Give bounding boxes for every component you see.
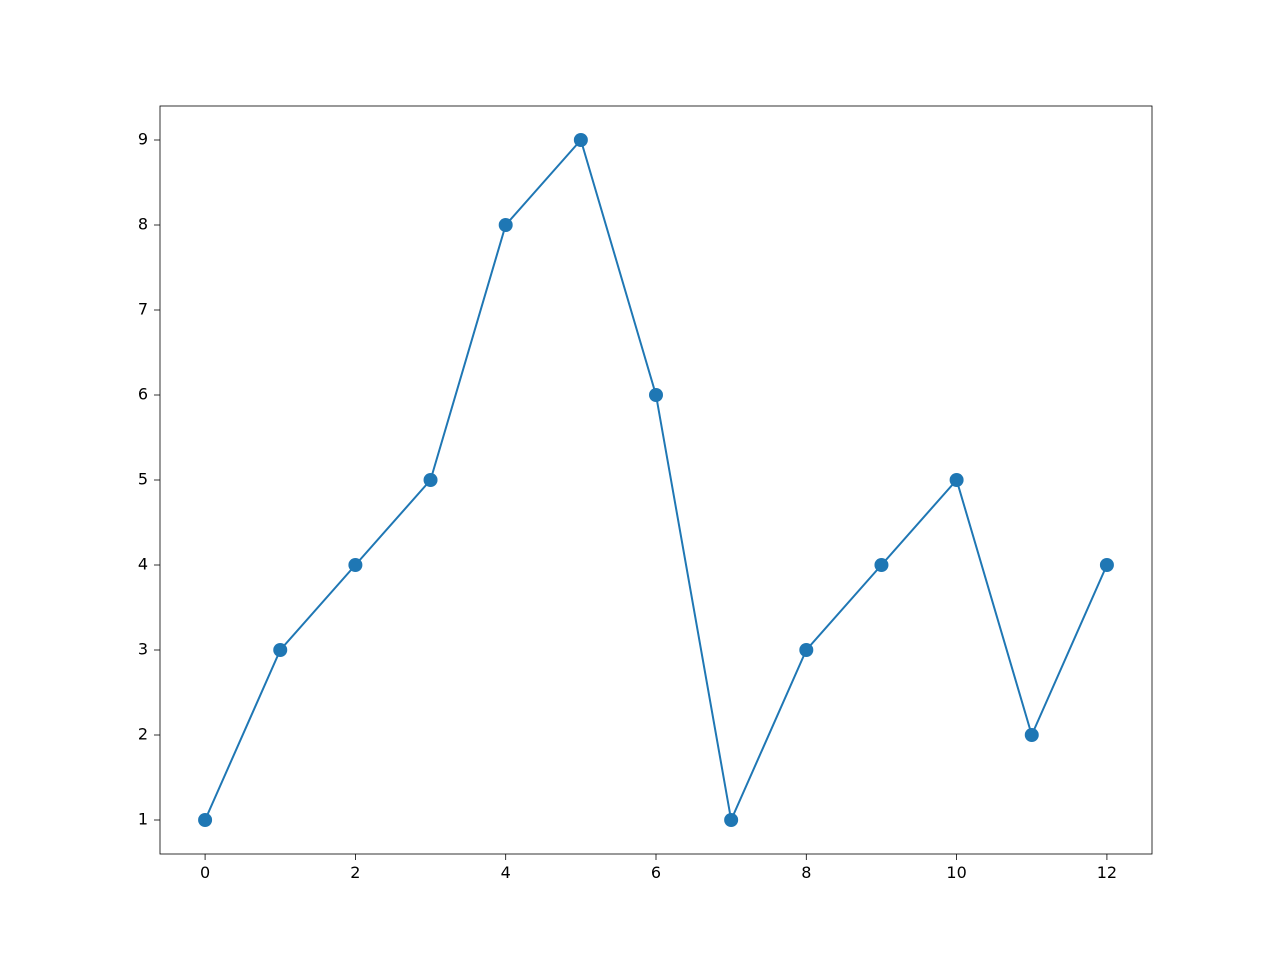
y-tick-label: 5 (138, 470, 148, 489)
data-point (424, 473, 438, 487)
line-chart: 024681012123456789 (0, 0, 1280, 960)
x-tick-label: 4 (501, 863, 511, 882)
y-tick-label: 9 (138, 130, 148, 149)
y-tick-label: 6 (138, 385, 148, 404)
data-point (499, 218, 513, 232)
x-tick-label: 8 (801, 863, 811, 882)
x-tick-label: 10 (946, 863, 966, 882)
x-tick-label: 12 (1097, 863, 1117, 882)
y-tick-label: 3 (138, 640, 148, 659)
data-point (724, 813, 738, 827)
y-tick-label: 2 (138, 725, 148, 744)
x-tick-label: 2 (350, 863, 360, 882)
data-point (874, 558, 888, 572)
data-point (348, 558, 362, 572)
data-point (1100, 558, 1114, 572)
y-tick-label: 8 (138, 215, 148, 234)
data-point (950, 473, 964, 487)
y-tick-label: 4 (138, 555, 148, 574)
x-tick-label: 0 (200, 863, 210, 882)
y-tick-label: 1 (138, 810, 148, 829)
y-tick-label: 7 (138, 300, 148, 319)
data-point (198, 813, 212, 827)
data-point (273, 643, 287, 657)
x-tick-label: 6 (651, 863, 661, 882)
chart-container: 024681012123456789 (0, 0, 1280, 960)
data-point (1025, 728, 1039, 742)
data-point (649, 388, 663, 402)
data-point (574, 133, 588, 147)
data-point (799, 643, 813, 657)
